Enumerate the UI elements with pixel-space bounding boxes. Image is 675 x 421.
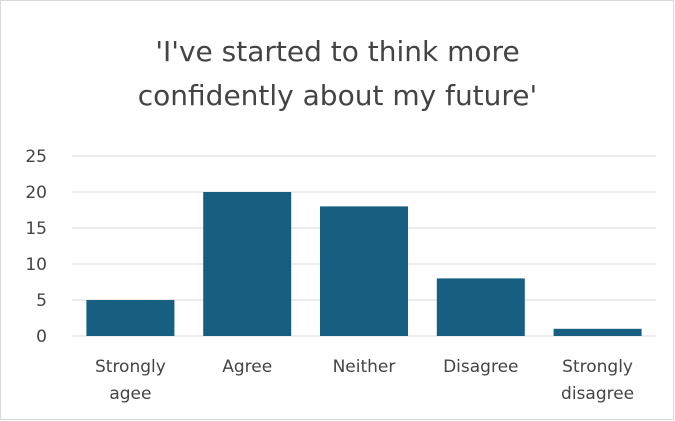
x-tick-label-line: agee [109,384,151,404]
y-tick-label: 15 [25,219,47,239]
x-tick-label: Strongly agee [95,357,166,404]
x-tick-label: Agree [222,357,272,377]
y-tick-label: 10 [25,255,47,275]
chart-title-line-1: 'I've started to think more [155,35,520,68]
y-axis-ticks: 0 5 10 15 20 25 [25,147,47,347]
bar-2 [320,206,408,336]
y-tick-label: 20 [25,183,47,203]
bar-4 [553,328,642,336]
x-tick-label: Strongly disagree [561,357,634,404]
x-tick-label-line: Strongly [562,357,633,377]
bar-1 [203,192,292,336]
x-tick-label-line: Strongly [95,357,166,377]
x-axis-ticks: Strongly agee Agree Neither Disagree Strongly… [95,357,634,404]
x-tick-label-line: Agree [222,357,272,377]
chart-title-line-2: confidently about my future' [137,79,538,112]
y-tick-label: 5 [36,291,47,311]
x-tick-label-line: Neither [333,357,396,377]
x-tick-label-line: Disagree [443,357,518,377]
x-tick-label: Neither [333,357,396,377]
y-tick-label: 25 [25,147,47,167]
bar-3 [436,278,525,336]
x-tick-label: Disagree [443,357,518,377]
y-tick-label: 0 [36,327,47,347]
bar-0 [86,300,175,336]
chart-title: 'I've started to think more confidently … [0,30,675,118]
bars [86,192,642,336]
x-tick-label-line: disagree [561,384,634,404]
